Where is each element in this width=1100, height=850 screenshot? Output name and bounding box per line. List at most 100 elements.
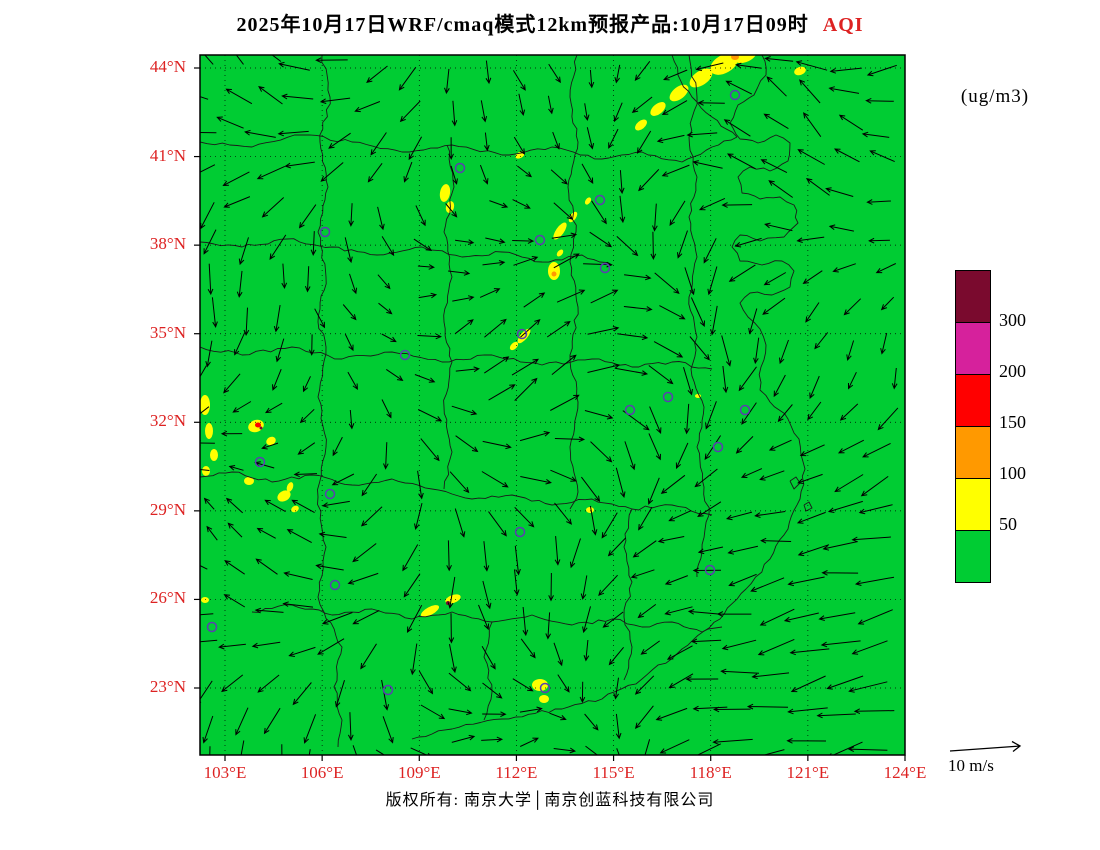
aqi-patch xyxy=(586,507,594,513)
lon-label: 109°E xyxy=(397,763,441,782)
boundary-line xyxy=(803,501,813,512)
colorbar-label: 150 xyxy=(999,412,1026,432)
city-marker xyxy=(514,526,526,538)
map-border xyxy=(199,54,906,756)
pollutant-label: AQI xyxy=(822,14,864,36)
city-marker xyxy=(454,162,466,174)
aqi-patch xyxy=(255,422,261,428)
city-marker xyxy=(539,682,551,694)
city-markers xyxy=(206,89,751,696)
lat-label: 44°N xyxy=(149,57,186,76)
aqi-patch xyxy=(244,477,254,485)
lon-label: 121°E xyxy=(786,763,830,782)
aqi-patch xyxy=(210,449,218,461)
city-marker xyxy=(729,89,741,101)
aqi-patch xyxy=(509,341,519,351)
aqi-patch xyxy=(420,605,440,617)
lat-label: 32°N xyxy=(149,411,186,431)
lon-label: 112°E xyxy=(495,763,538,782)
wind-scale-label: 10 m/s xyxy=(948,756,994,775)
aqi-patch xyxy=(277,490,291,502)
aqi-patch xyxy=(669,84,689,102)
boundary-line xyxy=(200,134,738,163)
aqi-patch xyxy=(584,197,592,205)
lat-label: 38°N xyxy=(149,234,186,254)
aqi-patch xyxy=(548,262,560,280)
city-marker xyxy=(324,488,336,500)
boundary-line xyxy=(623,508,633,681)
colorbar-segment xyxy=(956,478,990,530)
city-marker xyxy=(704,564,716,576)
city-marker xyxy=(382,684,394,696)
boundary-line xyxy=(317,55,331,613)
units-label: (ug/m3) xyxy=(960,86,1030,107)
aqi-patch xyxy=(445,594,461,604)
city-marker xyxy=(329,579,341,591)
forecast-map xyxy=(194,54,906,761)
lon-label: 115°E xyxy=(592,763,635,782)
page-title: 2025年10月17日WRF/cmaq模式12km预报产品:10月17日09时 A… xyxy=(0,8,1100,37)
aqi-patch xyxy=(635,119,647,131)
aqi-patch xyxy=(439,184,451,202)
colorbar-segment xyxy=(956,530,990,582)
copyright: 版权所有: 南京大学│南京创蓝科技有限公司 xyxy=(385,792,715,809)
aqi-patch xyxy=(731,55,739,60)
aqi-patch xyxy=(710,55,738,75)
colorbar xyxy=(955,270,991,583)
boundary-line xyxy=(688,55,710,578)
aqi-patches xyxy=(200,55,806,703)
aqi-patch xyxy=(794,66,806,76)
colorbar-segment xyxy=(956,271,990,322)
lat-label: 23°N xyxy=(149,676,186,696)
city-marker xyxy=(739,404,751,416)
aqi-patch xyxy=(532,679,548,691)
city-marker xyxy=(624,404,636,416)
aqi-patch xyxy=(732,55,758,64)
city-marker xyxy=(534,234,546,246)
aqi-patch xyxy=(202,466,210,476)
wind-scale-arrow xyxy=(949,740,1022,753)
city-marker xyxy=(206,621,218,633)
boundary-line xyxy=(323,611,343,748)
boundary-line xyxy=(483,621,493,721)
aqi-patch xyxy=(551,271,557,277)
province-boundaries xyxy=(200,55,813,748)
map-background xyxy=(200,55,905,755)
colorbar-label: 200 xyxy=(999,361,1026,381)
axis-ticks xyxy=(194,67,906,761)
aqi-patch xyxy=(553,222,567,240)
lat-label: 26°N xyxy=(149,588,186,608)
aqi-patch xyxy=(286,482,294,492)
lon-label: 124°E xyxy=(883,763,927,782)
aqi-patch xyxy=(650,102,666,116)
aqi-patch xyxy=(200,395,210,415)
colorbar-label: 100 xyxy=(999,463,1026,483)
aqi-patch xyxy=(201,597,209,603)
boundary-line xyxy=(567,55,579,510)
city-marker xyxy=(516,328,528,340)
aqi-patch xyxy=(266,436,276,446)
lon-label: 106°E xyxy=(300,763,344,782)
city-marker xyxy=(254,456,266,468)
lon-label: 103°E xyxy=(203,763,247,782)
city-marker xyxy=(599,262,611,274)
lat-label: 41°N xyxy=(149,145,186,165)
city-marker xyxy=(712,441,724,453)
wind-arrows xyxy=(200,55,899,755)
boundary-line xyxy=(443,144,455,490)
lat-label: 29°N xyxy=(149,499,186,519)
lon-label: 118°E xyxy=(689,763,732,782)
aqi-patch xyxy=(556,249,564,257)
boundary-line xyxy=(200,346,713,370)
aqi-patch xyxy=(539,695,549,703)
colorbar-segment xyxy=(956,426,990,478)
colorbar-label: 50 xyxy=(999,514,1017,534)
boundary-line xyxy=(200,238,613,266)
lat-label: 35°N xyxy=(149,322,186,342)
boundary-line xyxy=(671,55,738,138)
city-marker xyxy=(594,194,606,206)
boundary-line xyxy=(411,55,806,740)
colorbar-segment xyxy=(956,322,990,374)
aqi-patch xyxy=(205,423,213,439)
